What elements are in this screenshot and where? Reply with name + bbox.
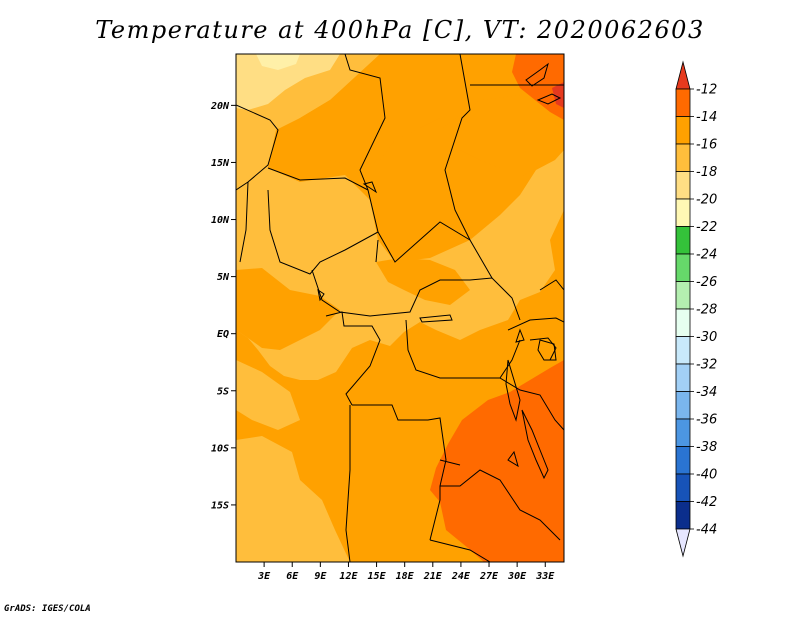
- field-patch-orange-2: [440, 92, 564, 178]
- x-tick-label: 6E: [286, 571, 299, 582]
- colorbar-bottom-arrow: [675, 528, 691, 558]
- colorbar-swatch: [675, 116, 691, 145]
- colorbar-label: -14: [696, 110, 717, 125]
- x-tick-label: 33E: [535, 571, 555, 582]
- y-tick-label: 5S: [217, 386, 229, 397]
- colorbar-label: -30: [696, 330, 717, 345]
- colorbar-label: -40: [696, 468, 717, 483]
- colorbar-label: -22: [696, 220, 717, 235]
- colorbar-label: -26: [696, 275, 717, 290]
- lakes: [317, 62, 562, 480]
- field-patch-northeast: [512, 54, 564, 120]
- map-frame: [235, 53, 565, 563]
- y-tick-label: 10N: [211, 215, 230, 226]
- chart-title: Temperature at 400hPa [C], VT: 202006260…: [95, 16, 705, 44]
- y-tick-label: 15N: [211, 158, 230, 169]
- field-patch-southwest: [236, 436, 350, 562]
- x-tick-label: 9E: [314, 571, 327, 582]
- colorbar-swatch: [675, 336, 691, 365]
- field-patch-southeast: [430, 360, 564, 562]
- y-tick-label: 5N: [217, 272, 230, 283]
- x-tick-label: 24E: [451, 571, 471, 582]
- colorbar-label: -44: [696, 523, 717, 538]
- colorbar-label: -32: [696, 358, 717, 373]
- y-tick-label: 15S: [211, 500, 229, 511]
- x-tick-label: 12E: [339, 571, 358, 582]
- y-tick-label: 10S: [211, 443, 229, 454]
- x-axis: 3E 6E 9E 12E 15E 18E 21E 24E 27E 30E 33E: [257, 562, 555, 582]
- field-patch-north-yellow: [236, 54, 340, 110]
- colorbar-label: -34: [696, 385, 717, 400]
- x-tick-label: 30E: [507, 571, 527, 582]
- colorbar-swatch: [675, 143, 691, 172]
- colorbar-label: -18: [696, 165, 717, 180]
- colorbar-top-arrow: [675, 60, 691, 90]
- colorbar-swatch: [675, 226, 691, 255]
- map-panel: [236, 54, 564, 562]
- x-tick-label: 18E: [396, 571, 415, 582]
- colorbar-label: -36: [696, 413, 717, 428]
- field-patch-orange-1: [290, 54, 470, 168]
- field-patch-orange-3: [236, 268, 340, 350]
- y-axis: 20N 15N 10N 5N EQ 5S 10S 15S: [210, 101, 236, 511]
- colorbar-label: -38: [696, 440, 717, 455]
- colorbar-label: -24: [696, 248, 717, 263]
- y-tick-label: 20N: [210, 101, 230, 112]
- colorbar-swatch: [675, 473, 691, 502]
- grads-credit: GrADS: IGES/COLA: [4, 604, 91, 614]
- colorbar-label: -12: [696, 83, 717, 98]
- colorbar-swatch: [675, 281, 691, 310]
- x-tick-label: 3E: [257, 571, 271, 582]
- colorbar-swatch: [675, 198, 691, 227]
- colorbar-swatch: [675, 501, 691, 530]
- colorbar-swatch: [675, 308, 691, 337]
- colorbar-label: -20: [696, 193, 717, 208]
- x-tick-label: 15E: [368, 571, 387, 582]
- x-tick-label: 27E: [479, 571, 499, 582]
- colorbar-swatch: [675, 253, 691, 282]
- field-patch-north-paleyellow: [256, 54, 300, 70]
- field-patch-southwest-2: [236, 360, 300, 430]
- y-tick-label: EQ: [217, 329, 229, 340]
- colorbar-swatch: [675, 363, 691, 392]
- x-tick-label: 21E: [423, 571, 443, 582]
- colorbar-label: -42: [696, 495, 717, 510]
- colorbar-swatch: [675, 391, 691, 420]
- field-patch-orange-4: [376, 258, 470, 305]
- colorbar-swatch: [675, 88, 691, 117]
- field-patch-northeast-red: [552, 82, 564, 108]
- colorbar-swatch: [675, 171, 691, 200]
- colorbar: -12 -14 -16 -18 -20 -22 -24 -26 -28 -30 -32 -34 -36 -…: [675, 60, 717, 558]
- colorbar-swatch: [675, 418, 691, 447]
- colorbar-swatch: [675, 446, 691, 475]
- colorbar-label: -16: [696, 138, 717, 153]
- colorbar-label: -28: [696, 303, 717, 318]
